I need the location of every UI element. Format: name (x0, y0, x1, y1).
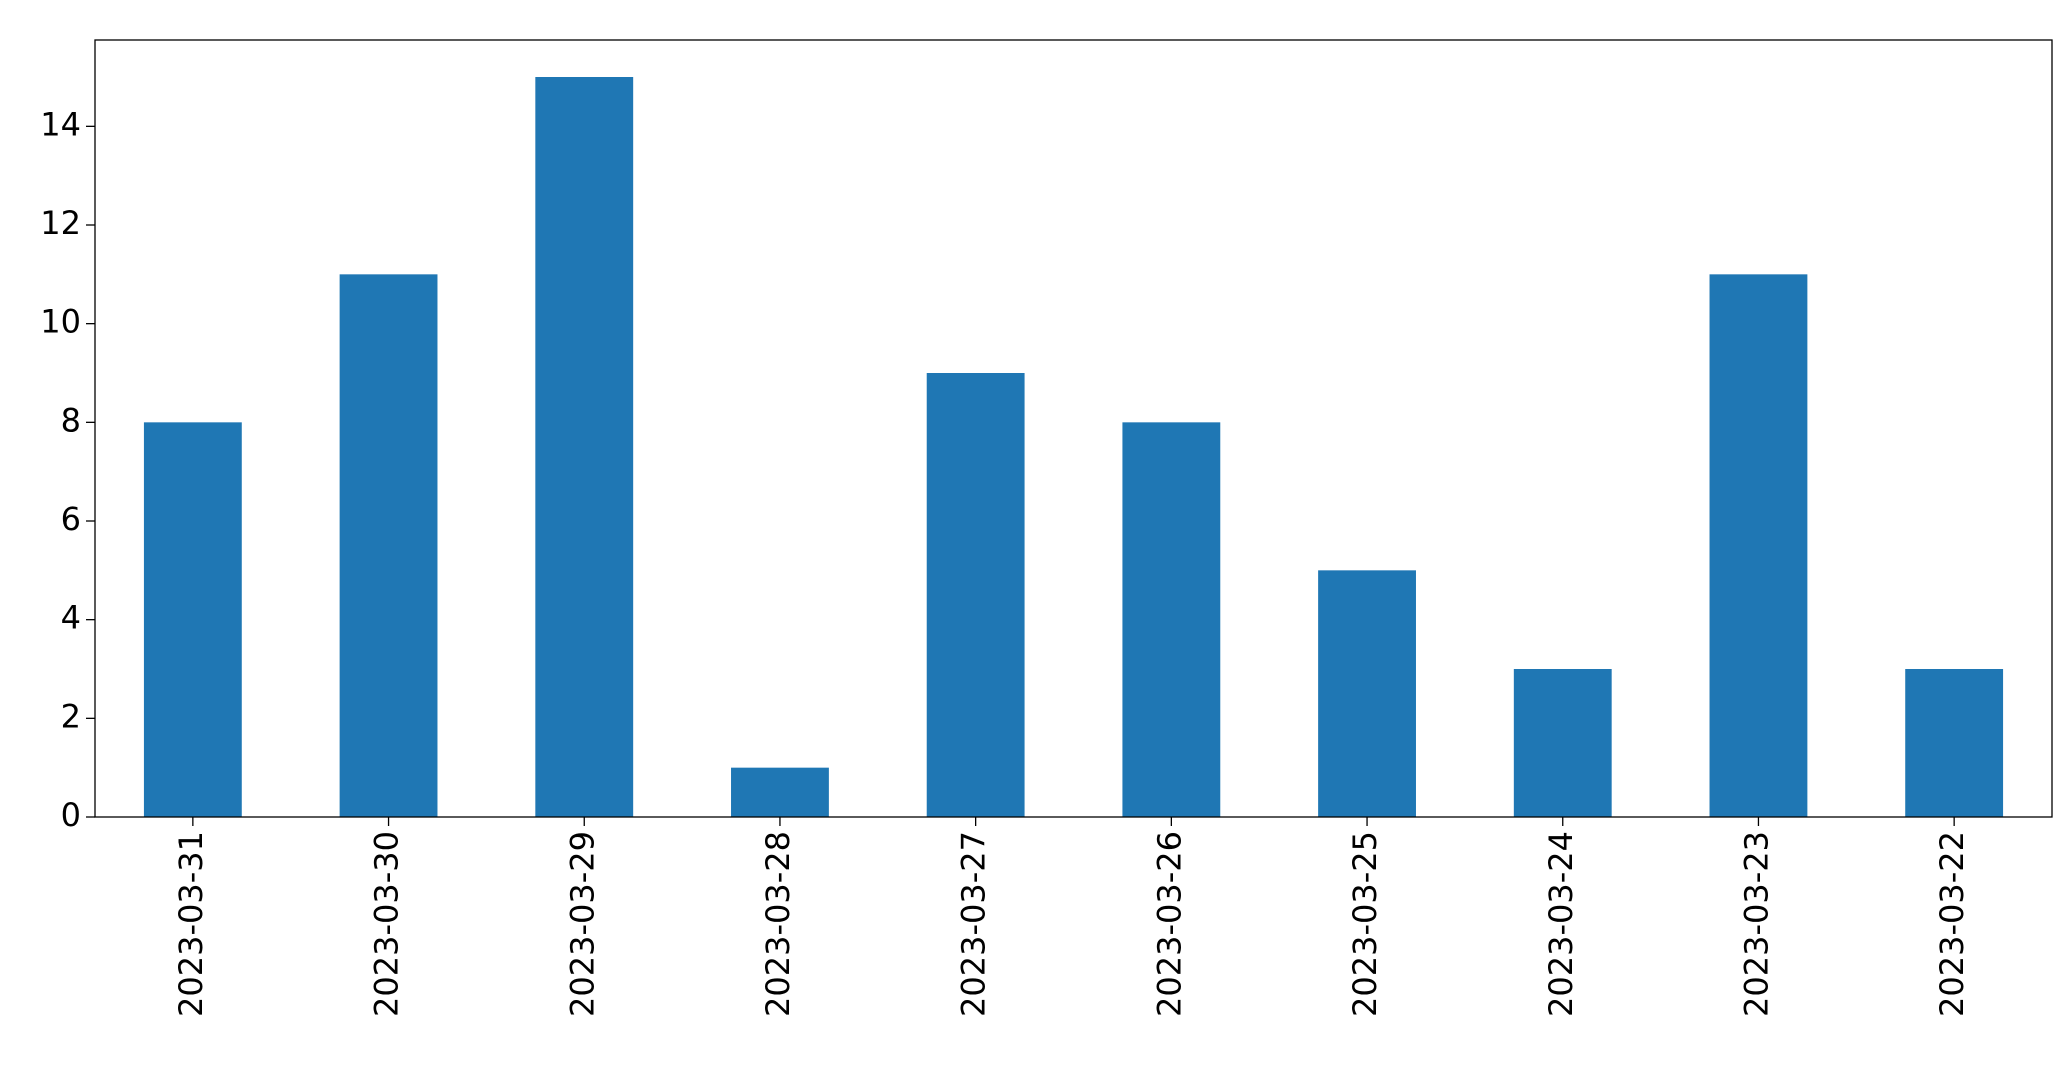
y-tick-label: 6 (61, 500, 81, 538)
x-tick-label: 2023-03-28 (759, 831, 797, 1017)
x-tick-label: 2023-03-29 (563, 831, 601, 1017)
x-tick-label: 2023-03-31 (172, 831, 210, 1017)
bar (339, 274, 438, 817)
y-tick-label: 0 (61, 796, 81, 834)
bar (535, 77, 634, 817)
bar (1122, 422, 1221, 817)
bar (143, 422, 242, 817)
x-tick-label: 2023-03-22 (1933, 831, 1971, 1017)
x-tick-label: 2023-03-30 (368, 831, 406, 1017)
bar (1513, 669, 1612, 817)
bar (1318, 570, 1416, 817)
x-tick-label: 2023-03-24 (1542, 831, 1580, 1017)
x-tick-label: 2023-03-23 (1737, 831, 1775, 1017)
y-tick-label: 12 (40, 204, 81, 242)
y-tick-label: 14 (40, 105, 81, 143)
plot-frame (94, 39, 2053, 818)
y-tick-label: 2 (61, 697, 81, 735)
y-tick-label: 8 (61, 401, 81, 439)
y-tick-label: 10 (40, 303, 81, 341)
x-tick-label: 2023-03-25 (1346, 831, 1384, 1017)
bar (1709, 274, 1808, 817)
bar (926, 373, 1025, 817)
x-tick-label: 2023-03-27 (955, 831, 993, 1017)
y-tick-label: 4 (61, 599, 81, 637)
bar (1905, 669, 2004, 817)
bar (731, 767, 829, 817)
x-tick-label: 2023-03-26 (1150, 831, 1188, 1017)
